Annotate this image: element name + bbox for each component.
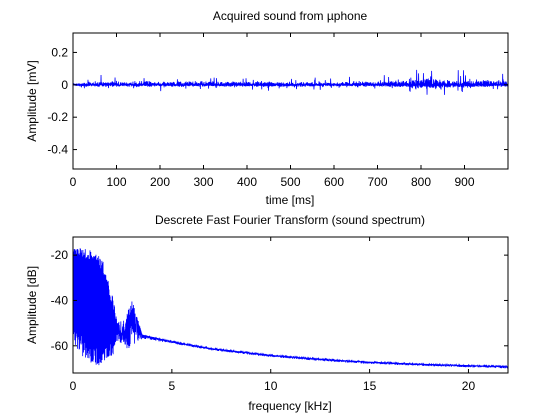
chart1-axes-box [72,32,509,170]
chart2-title: Descrete Fast Fourier Transform (sound s… [155,213,425,227]
chart2-axes-box [72,236,509,374]
c2-xtick-label: 20 [462,379,476,393]
c2-xtick-label: 10 [264,379,278,393]
chart2-x-ticks: 0 5 10 15 20 [70,237,476,393]
c1-ytick-label: 0 [61,78,68,92]
chart1-plot-area [72,69,509,95]
c1-xtick-label: 600 [324,175,344,189]
c1-xtick-label: 900 [454,175,474,189]
chart1-x-ticks: 0 100 200 300 400 500 600 700 800 900 [70,33,475,189]
time-domain-chart: Acquired sound from µphone 0 100 200 300 400… [25,9,509,207]
c1-xtick-label: 300 [193,175,213,189]
c1-xtick-label: 200 [150,175,170,189]
c1-series-line [72,69,509,95]
spectrum-chart: Descrete Fast Fourier Transform (sound s… [25,213,509,413]
c2-xtick-label: 5 [169,379,176,393]
chart2-x-axis-label: frequency [kHz] [248,399,331,413]
chart1-title: Acquired sound from µphone [213,9,368,23]
c1-xtick-label: 800 [411,175,431,189]
chart1-y-axis-label: Amplitude [mV] [25,60,39,141]
c2-ytick-label: -20 [51,248,69,262]
c1-xtick-label: 100 [106,175,126,189]
c2-ytick-label: -60 [51,339,69,353]
c1-ytick-label: -0.2 [47,110,68,124]
c1-ytick-label: -0.4 [47,143,68,157]
chart2-plot-area [72,248,509,369]
c1-xtick-label: 500 [280,175,300,189]
chart1-y-ticks: 0.2 0 -0.2 -0.4 [47,45,508,157]
c2-xtick-label: 15 [363,379,377,393]
c1-xtick-label: 0 [70,175,77,189]
chart2-y-axis-label: Amplitude [dB] [25,266,39,344]
chart1-x-axis-label: time [ms] [266,193,315,207]
c1-xtick-label: 400 [237,175,257,189]
c1-ytick-label: 0.2 [51,45,68,59]
c2-xtick-label: 0 [70,379,77,393]
c2-ytick-label: -40 [51,293,69,307]
c2-series-line [72,248,509,369]
chart2-y-ticks: -20 -40 -60 [51,248,508,353]
c1-xtick-label: 700 [367,175,387,189]
